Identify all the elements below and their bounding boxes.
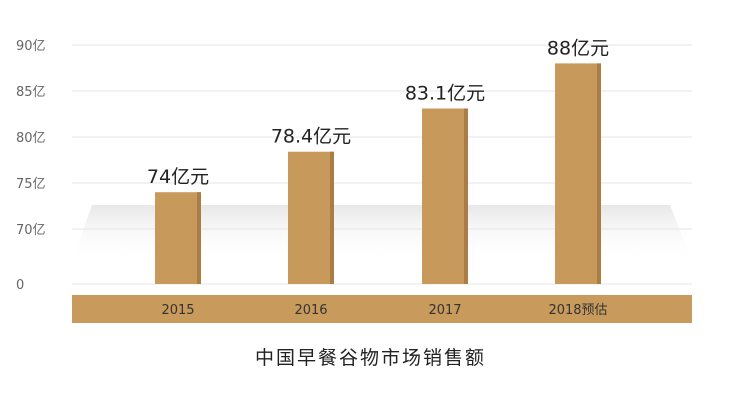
data-label: 78.4亿元 — [271, 126, 351, 148]
y-tick-label: 0 — [16, 278, 24, 293]
plot-shadow-band — [72, 205, 692, 262]
data-label: 83.1亿元 — [405, 82, 485, 104]
category-band — [72, 295, 692, 323]
y-tick-label: 70亿 — [16, 223, 46, 238]
bars — [155, 63, 601, 285]
bar-edge — [597, 63, 601, 285]
bar — [288, 151, 334, 284]
data-labels: 74亿元 78.4亿元 83.1亿元 88亿元 — [147, 37, 609, 188]
y-tick-label: 90亿 — [16, 39, 46, 54]
category-band-bar — [72, 295, 692, 323]
bar — [155, 192, 201, 284]
bar-body — [422, 108, 468, 284]
bar-edge — [464, 108, 468, 284]
bar-body — [288, 151, 334, 284]
y-tick-label: 85亿 — [16, 85, 46, 100]
data-label: 74亿元 — [147, 166, 209, 188]
shadow-band-shape — [72, 205, 692, 262]
x-axis-ticks: 2015 2016 2017 2018预估 — [161, 303, 607, 318]
y-tick-label: 80亿 — [16, 131, 46, 146]
y-tick-label: 75亿 — [16, 177, 46, 192]
bar — [555, 63, 601, 285]
y-axis-ticks: 0 70亿 75亿 80亿 85亿 90亿 — [16, 39, 46, 293]
x-tick-label: 2018预估 — [548, 303, 607, 318]
x-tick-label: 2015 — [161, 303, 194, 318]
x-tick-label: 2017 — [428, 303, 461, 318]
bar-body — [555, 63, 601, 285]
bar-edge — [197, 192, 201, 284]
bar — [422, 108, 468, 284]
x-tick-label: 2016 — [294, 303, 327, 318]
data-label: 88亿元 — [547, 37, 609, 59]
chart-title: 中国早餐谷物市场销售额 — [254, 347, 486, 369]
bar-body — [155, 192, 201, 284]
bar-edge — [330, 151, 334, 284]
